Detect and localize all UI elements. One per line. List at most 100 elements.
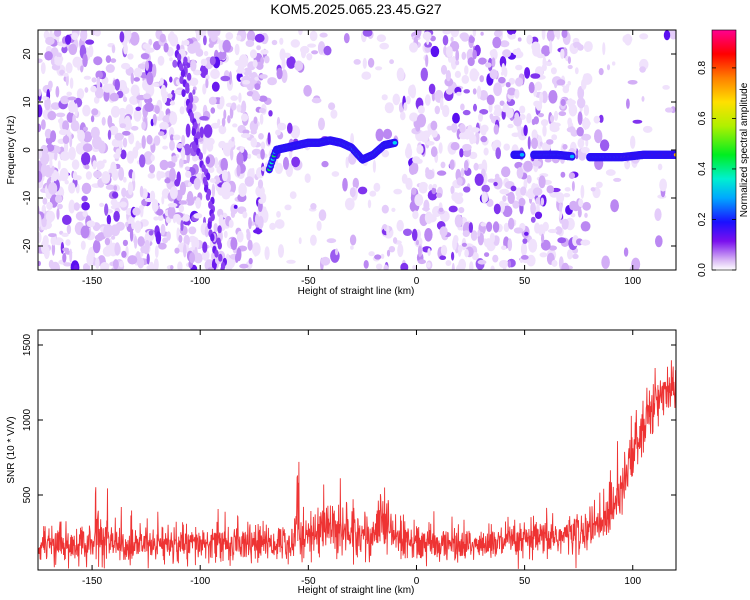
noise-blob [91, 108, 99, 116]
noise-blob [558, 111, 567, 117]
noise-blob [274, 219, 285, 229]
noise-blob [375, 128, 384, 142]
noise-blob [464, 160, 469, 171]
y-tick-label: 500 [22, 486, 33, 503]
noise-blob [472, 49, 478, 60]
noise-blob [122, 176, 127, 183]
noise-blob [241, 100, 247, 114]
noise-blob [144, 239, 150, 251]
noise-blob [238, 92, 242, 103]
noise-blob [380, 253, 385, 259]
noise-blob [258, 198, 265, 204]
colorbar-tick-label: 0.8 [697, 61, 708, 75]
streak-blob [180, 69, 186, 78]
signal-core [569, 154, 575, 159]
noise-blob [38, 232, 42, 244]
noise-blob [218, 124, 227, 135]
noise-blob [641, 96, 645, 102]
noise-blob [188, 226, 197, 235]
noise-blob [523, 178, 528, 190]
noise-blob [583, 41, 592, 53]
noise-blob [58, 129, 69, 136]
noise-blob [440, 161, 446, 169]
noise-blob [363, 260, 369, 269]
noise-blob [480, 127, 487, 136]
noise-blob [122, 130, 131, 136]
noise-blob [210, 122, 220, 129]
noise-blob [388, 246, 396, 253]
noise-blob [330, 249, 340, 263]
noise-blob [513, 227, 524, 234]
noise-blob [150, 154, 155, 162]
noise-blob [287, 122, 293, 134]
noise-blob [484, 238, 494, 248]
noise-blob [84, 164, 90, 170]
noise-blob [195, 197, 202, 209]
noise-blob [392, 237, 398, 244]
noise-blob [254, 33, 265, 43]
noise-blob [193, 69, 202, 76]
noise-blob [52, 145, 61, 154]
noise-blob [311, 50, 319, 55]
figure-title: KOM5.2025.065.23.45.G27 [270, 1, 441, 17]
noise-blob [218, 214, 224, 227]
noise-blob [40, 62, 46, 75]
noise-blob [84, 87, 89, 93]
noise-blob [546, 30, 555, 42]
noise-blob [472, 88, 477, 95]
noise-blob [342, 177, 348, 192]
noise-blob [148, 261, 155, 270]
noise-blob [556, 79, 566, 86]
noise-blob [185, 123, 191, 138]
noise-blob [253, 244, 258, 257]
noise-blob [225, 32, 234, 40]
noise-blob [179, 158, 184, 168]
noise-blob [551, 134, 558, 141]
noise-blob [493, 111, 501, 116]
noise-blob [411, 228, 418, 241]
noise-blob [478, 57, 487, 65]
noise-blob [594, 129, 603, 144]
noise-blob [63, 262, 72, 267]
noise-blob [200, 58, 208, 66]
noise-blob [248, 257, 253, 265]
noise-blob [481, 191, 487, 204]
noise-blob [65, 62, 73, 74]
noise-blob [580, 239, 591, 246]
noise-blob [148, 230, 154, 236]
noise-blob [269, 222, 276, 230]
noise-blob [507, 123, 514, 129]
noise-blob [518, 197, 526, 207]
noise-blob [158, 242, 167, 250]
noise-blob [50, 130, 57, 143]
noise-blob [383, 264, 389, 270]
signal-core [519, 153, 525, 157]
noise-blob [139, 205, 144, 218]
noise-blob [46, 201, 53, 210]
noise-blob [367, 199, 372, 209]
noise-blob [204, 259, 215, 270]
noise-blob [223, 230, 228, 239]
noise-blob [44, 96, 51, 111]
noise-blob [208, 96, 217, 105]
x-tick-label: 50 [519, 276, 531, 287]
noise-blob [56, 208, 60, 220]
noise-blob [107, 129, 112, 140]
noise-blob [549, 40, 553, 54]
noise-blob [50, 235, 57, 246]
noise-blob [520, 186, 527, 196]
noise-blob [231, 102, 237, 111]
noise-blob [530, 202, 536, 215]
streak-blob [205, 192, 211, 201]
noise-blob [442, 35, 449, 46]
noise-blob [381, 149, 390, 158]
noise-blob [202, 241, 208, 253]
noise-blob [463, 186, 471, 193]
noise-blob [267, 77, 277, 86]
noise-blob [525, 191, 535, 197]
noise-blob [101, 171, 111, 184]
noise-blob [455, 263, 465, 270]
noise-blob [227, 115, 231, 124]
noise-blob [462, 109, 471, 116]
noise-blob [92, 160, 97, 170]
